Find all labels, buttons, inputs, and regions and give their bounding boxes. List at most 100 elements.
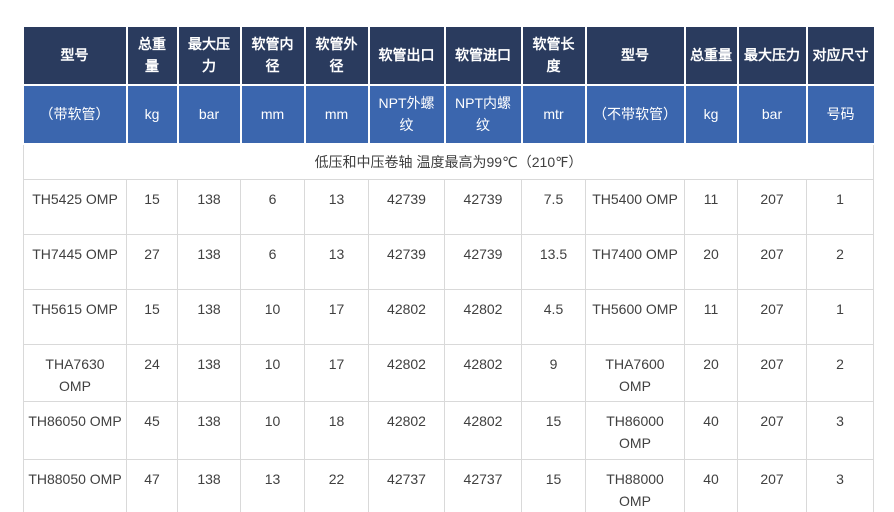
hose-inlet-cell: 42739 <box>444 179 522 236</box>
total-weight-2-cell: 20 <box>684 234 738 291</box>
hose-length-cell: 4.5 <box>521 289 586 346</box>
unit-npt-female: NPT内螺纹 <box>443 83 523 145</box>
model-with-hose-cell: TH5425 OMP <box>23 179 127 236</box>
unit-without-hose: （不带软管） <box>584 83 686 145</box>
total-weight-cell: 47 <box>126 458 178 512</box>
hose-reel-spec-table: 型号 总重量 最大压力 软管内径 软管外径 软管出口 软管进口 软管长度 型号 … <box>23 27 874 512</box>
header-corresponding-size: 对应尺寸 <box>805 27 874 86</box>
hose-inner-diameter-cell: 6 <box>240 234 305 291</box>
header-total-weight-2: 总重量 <box>683 27 739 86</box>
hose-length-cell: 15 <box>521 401 586 460</box>
table-header: 型号 总重量 最大压力 软管内径 软管外径 软管出口 软管进口 软管长度 型号 … <box>23 27 874 145</box>
hose-outer-diameter-cell: 13 <box>304 234 369 291</box>
model-without-hose-cell: TH5600 OMP <box>585 289 685 346</box>
table-row: TH5615 OMP 15 138 10 17 42802 42802 4.5 TH5600 O… <box>23 289 874 346</box>
size-number-cell: 2 <box>806 344 874 403</box>
unit-bar-2: bar <box>736 83 808 145</box>
hose-inner-diameter-cell: 10 <box>240 401 305 460</box>
hose-outlet-cell: 42802 <box>368 289 445 346</box>
max-pressure-cell: 138 <box>177 344 241 403</box>
unit-npt-male: NPT外螺纹 <box>367 83 446 145</box>
max-pressure-cell: 138 <box>177 289 241 346</box>
table-row: TH86050 OMP 45 138 10 18 42802 42802 15 TH86000 … <box>23 401 874 460</box>
hose-outer-diameter-cell: 17 <box>304 289 369 346</box>
hose-outer-diameter-cell: 13 <box>304 179 369 236</box>
header-model-with-hose: 型号 <box>23 27 128 86</box>
hose-outlet-cell: 42739 <box>368 234 445 291</box>
unit-size-number: 号码 <box>805 83 874 145</box>
hose-inlet-cell: 42739 <box>444 234 522 291</box>
hose-inner-diameter-cell: 10 <box>240 344 305 403</box>
model-with-hose-cell: TH7445 OMP <box>23 234 127 291</box>
hose-inlet-cell: 42737 <box>444 458 522 512</box>
hose-inlet-cell: 42802 <box>444 401 522 460</box>
header-model-without-hose: 型号 <box>584 27 686 86</box>
hose-inner-diameter-cell: 6 <box>240 179 305 236</box>
total-weight-cell: 15 <box>126 179 178 236</box>
total-weight-2-cell: 20 <box>684 344 738 403</box>
table-row: TH7445 OMP 27 138 6 13 42739 42739 13.5 TH7400 O… <box>23 234 874 291</box>
unit-kg-2: kg <box>683 83 739 145</box>
total-weight-2-cell: 11 <box>684 179 738 236</box>
model-without-hose-cell: TH5400 OMP <box>585 179 685 236</box>
total-weight-2-cell: 11 <box>684 289 738 346</box>
max-pressure-2-cell: 207 <box>737 344 807 403</box>
model-with-hose-cell: TH86050 OMP <box>23 401 127 460</box>
size-number-cell: 1 <box>806 289 874 346</box>
hose-inlet-cell: 42802 <box>444 289 522 346</box>
hose-outer-diameter-cell: 17 <box>304 344 369 403</box>
unit-bar: bar <box>176 83 242 145</box>
max-pressure-cell: 138 <box>177 401 241 460</box>
model-with-hose-cell: TH5615 OMP <box>23 289 127 346</box>
max-pressure-2-cell: 207 <box>737 289 807 346</box>
model-without-hose-cell: TH7400 OMP <box>585 234 685 291</box>
total-weight-cell: 45 <box>126 401 178 460</box>
header-hose-outlet: 软管出口 <box>367 27 446 86</box>
table-row: TH5425 OMP 15 138 6 13 42739 42739 7.5 TH5400 OM… <box>23 179 874 236</box>
unit-with-hose: （带软管） <box>23 83 128 145</box>
hose-outlet-cell: 42737 <box>368 458 445 512</box>
total-weight-2-cell: 40 <box>684 401 738 460</box>
size-number-cell: 3 <box>806 401 874 460</box>
unit-mm-inner: mm <box>239 83 306 145</box>
max-pressure-cell: 138 <box>177 234 241 291</box>
size-number-cell: 3 <box>806 458 874 512</box>
header-hose-inner-diameter: 软管内径 <box>239 27 306 86</box>
size-number-cell: 1 <box>806 179 874 236</box>
model-with-hose-cell: THA7630 OMP <box>23 344 127 403</box>
max-pressure-cell: 138 <box>177 179 241 236</box>
max-pressure-2-cell: 207 <box>737 401 807 460</box>
header-total-weight: 总重量 <box>125 27 179 86</box>
total-weight-2-cell: 40 <box>684 458 738 512</box>
unit-mtr: mtr <box>520 83 587 145</box>
hose-inner-diameter-cell: 10 <box>240 289 305 346</box>
hose-length-cell: 7.5 <box>521 179 586 236</box>
hose-outlet-cell: 42739 <box>368 179 445 236</box>
table-body: 低压和中压卷轴 温度最高为99℃（210℉） TH5425 OMP 15 138 6 1… <box>23 143 874 512</box>
model-without-hose-cell: THA7600 OMP <box>585 344 685 403</box>
temperature-note: 低压和中压卷轴 温度最高为99℃（210℉） <box>23 143 874 181</box>
hose-inlet-cell: 42802 <box>444 344 522 403</box>
total-weight-cell: 27 <box>126 234 178 291</box>
max-pressure-2-cell: 207 <box>737 458 807 512</box>
hose-inner-diameter-cell: 13 <box>240 458 305 512</box>
total-weight-cell: 24 <box>126 344 178 403</box>
header-max-pressure: 最大压力 <box>176 27 242 86</box>
hose-length-cell: 15 <box>521 458 586 512</box>
size-number-cell: 2 <box>806 234 874 291</box>
note-row: 低压和中压卷轴 温度最高为99℃（210℉） <box>23 143 874 181</box>
total-weight-cell: 15 <box>126 289 178 346</box>
header-hose-inlet: 软管进口 <box>443 27 523 86</box>
header-row-main: 型号 总重量 最大压力 软管内径 软管外径 软管出口 软管进口 软管长度 型号 … <box>23 27 874 86</box>
max-pressure-2-cell: 207 <box>737 234 807 291</box>
header-max-pressure-2: 最大压力 <box>736 27 808 86</box>
hose-outlet-cell: 42802 <box>368 401 445 460</box>
hose-outlet-cell: 42802 <box>368 344 445 403</box>
hose-outer-diameter-cell: 22 <box>304 458 369 512</box>
unit-mm-outer: mm <box>303 83 370 145</box>
max-pressure-2-cell: 207 <box>737 179 807 236</box>
header-hose-outer-diameter: 软管外径 <box>303 27 370 86</box>
table-row: TH88050 OMP 47 138 13 22 42737 42737 15 TH88000 … <box>23 458 874 512</box>
hose-length-cell: 13.5 <box>521 234 586 291</box>
model-without-hose-cell: TH86000 OMP <box>585 401 685 460</box>
